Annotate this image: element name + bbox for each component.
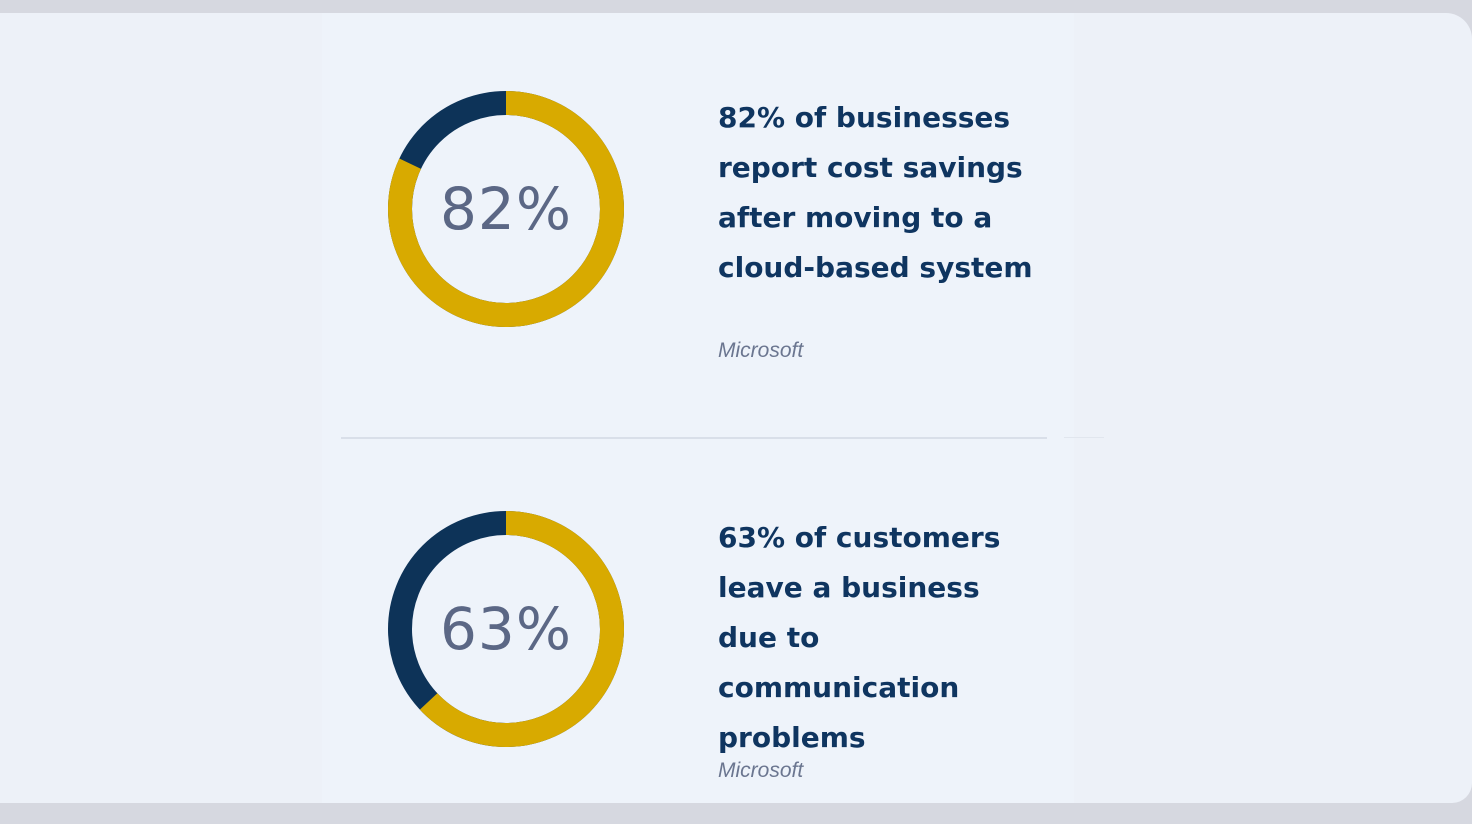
section-divider-tail (1064, 437, 1104, 438)
section-divider (341, 437, 1047, 439)
donut-percent-label: 63% (440, 595, 572, 663)
stats-panel: 82% 82% of businesses report cost saving… (322, 13, 1074, 803)
stat-statement: 63% of customers leave a business due to… (718, 521, 1001, 754)
stat-source: Microsoft (718, 339, 804, 362)
stat-statement: 82% of businesses report cost savings af… (718, 101, 1033, 284)
stat-block-cost-savings: 82% 82% of businesses report cost saving… (322, 73, 1074, 403)
donut-highlight-arc (388, 511, 624, 747)
donut-percent-label: 82% (440, 175, 572, 243)
stats-card: 82% 82% of businesses report cost saving… (0, 13, 1472, 803)
stat-source: Microsoft (718, 759, 804, 782)
donut-chart-82: 82% (386, 89, 626, 329)
donut-ring (388, 91, 624, 327)
donut-chart-63: 63% (386, 509, 626, 749)
stat-block-customer-loss: 63% 63% of customers leave a business du… (322, 493, 1074, 803)
donut-highlight-arc (388, 91, 624, 327)
donut-ring (388, 511, 624, 747)
